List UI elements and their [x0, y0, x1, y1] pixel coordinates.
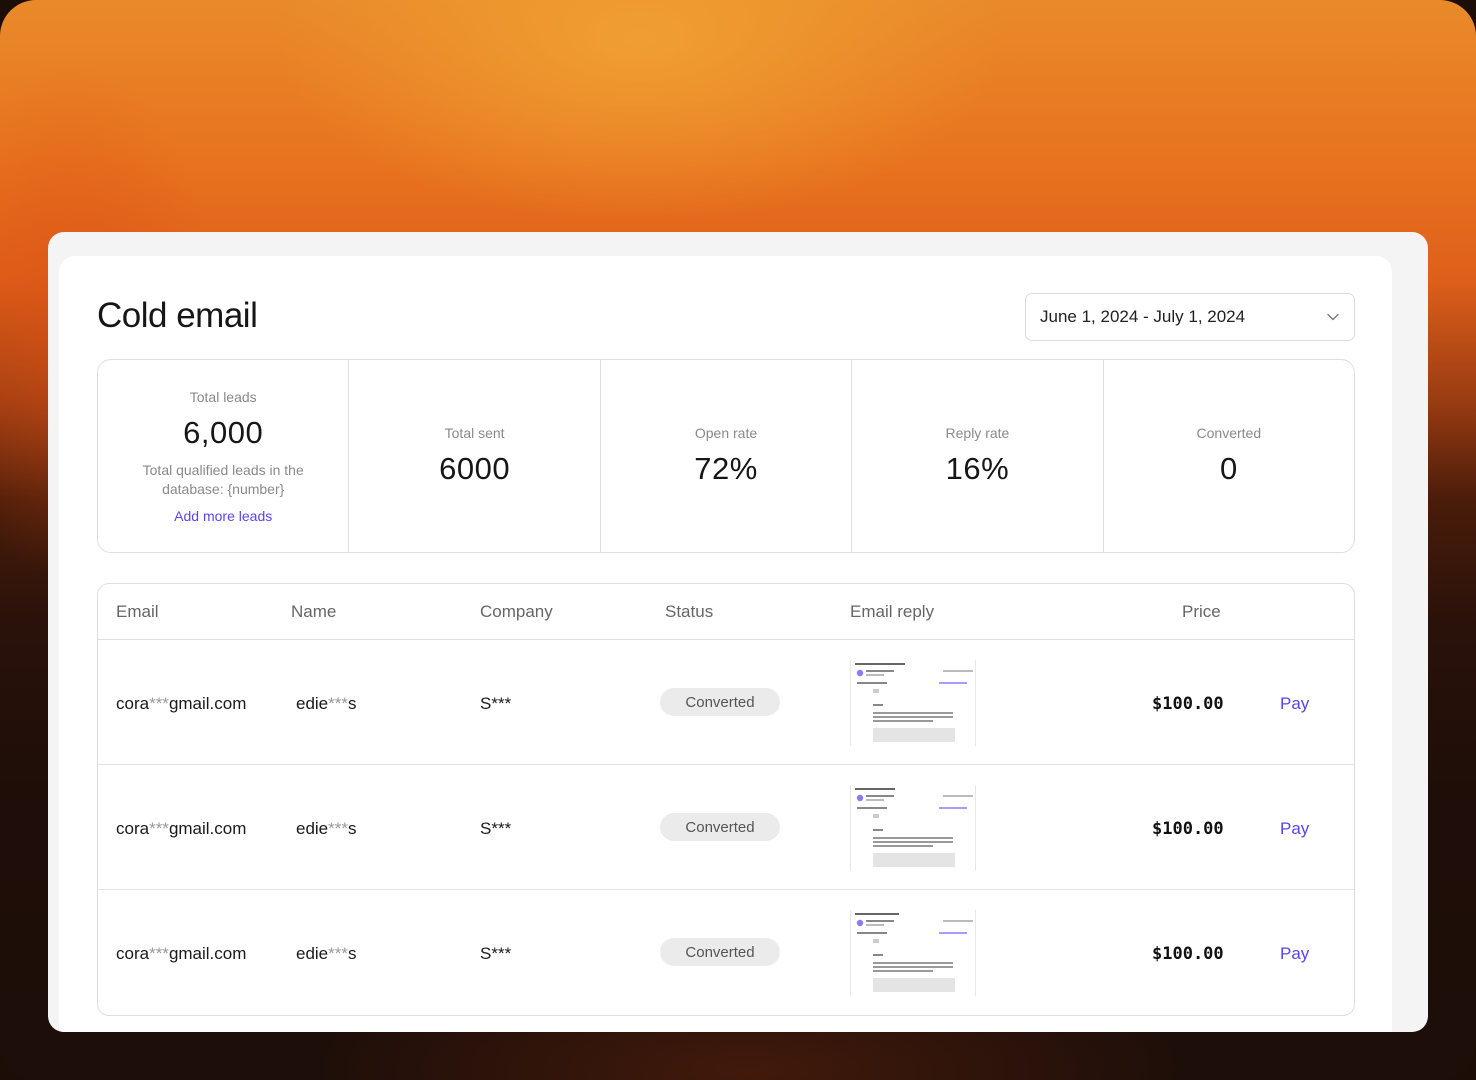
column-header-email: Email — [116, 602, 159, 621]
stat-label: Converted — [1196, 425, 1262, 441]
add-more-leads-link[interactable]: Add more leads — [174, 507, 273, 524]
pay-link[interactable]: Pay — [1280, 694, 1310, 713]
stat-value: 0 — [1219, 451, 1238, 486]
status-badge: Converted — [660, 688, 780, 716]
name-cell: edie***s — [296, 694, 357, 713]
column-header-status: Status — [665, 602, 714, 621]
stat-converted: Converted 0 — [1104, 360, 1354, 552]
stats-panel: Total leads 6,000 Total qualified leads … — [97, 359, 1355, 553]
stat-value: 72% — [694, 451, 758, 486]
company-cell: S*** — [480, 819, 512, 838]
stat-open-rate: Open rate 72% — [601, 360, 853, 552]
stat-label: Total leads — [189, 388, 257, 405]
email-reply-thumbnail[interactable] — [850, 785, 976, 871]
price-cell: $100.00 — [1152, 944, 1224, 964]
price-cell: $100.00 — [1152, 694, 1224, 714]
name-cell: edie***s — [296, 819, 357, 838]
stat-value: 6000 — [439, 451, 511, 486]
stat-total-leads: Total leads 6,000 Total qualified leads … — [98, 360, 350, 552]
stat-reply-rate: Reply rate 16% — [852, 360, 1104, 552]
chevron-down-icon — [1326, 310, 1340, 324]
email-cell: cora***gmail.com — [116, 819, 247, 838]
table-row[interactable]: cora***gmail.com edie***s S*** Converted — [98, 890, 1354, 1015]
email-reply-thumbnail[interactable] — [850, 660, 976, 746]
leads-table: Email Name Company Status Email reply Pr… — [97, 583, 1355, 1016]
date-range-select[interactable]: June 1, 2024 - July 1, 2024 — [1025, 293, 1355, 341]
stat-label: Open rate — [694, 425, 758, 441]
stat-subtext: Total qualified leads in the database: {… — [142, 461, 304, 497]
column-header-email-reply: Email reply — [850, 602, 935, 621]
date-range-value: June 1, 2024 - July 1, 2024 — [1040, 307, 1246, 326]
main-panel: Cold email June 1, 2024 - July 1, 2024 T… — [59, 256, 1392, 1032]
company-cell: S*** — [480, 944, 512, 963]
app-window: Cold email June 1, 2024 - July 1, 2024 T… — [48, 232, 1428, 1032]
table-row[interactable]: cora***gmail.com edie***s S*** Converted — [98, 640, 1354, 765]
page-title: Cold email — [97, 296, 258, 335]
column-header-company: Company — [480, 602, 553, 621]
stat-value: 6,000 — [183, 414, 264, 450]
pay-link[interactable]: Pay — [1280, 819, 1310, 838]
email-cell: cora***gmail.com — [116, 944, 247, 963]
column-header-name: Name — [291, 602, 337, 621]
email-cell: cora***gmail.com — [116, 694, 247, 713]
status-badge: Converted — [660, 813, 780, 841]
table-header: Email Name Company Status Email reply Pr… — [98, 584, 1354, 640]
stat-value: 16% — [945, 451, 1010, 486]
stat-total-sent: Total sent 6000 — [349, 360, 601, 552]
company-cell: S*** — [480, 694, 512, 713]
stat-label: Total sent — [444, 425, 505, 441]
price-cell: $100.00 — [1152, 819, 1224, 839]
stat-label: Reply rate — [945, 425, 1010, 441]
status-badge: Converted — [660, 938, 780, 966]
name-cell: edie***s — [296, 944, 357, 963]
table-row[interactable]: cora***gmail.com edie***s S*** Converted — [98, 765, 1354, 890]
column-header-price: Price — [1182, 602, 1221, 621]
email-reply-thumbnail[interactable] — [850, 910, 976, 996]
pay-link[interactable]: Pay — [1280, 944, 1310, 963]
